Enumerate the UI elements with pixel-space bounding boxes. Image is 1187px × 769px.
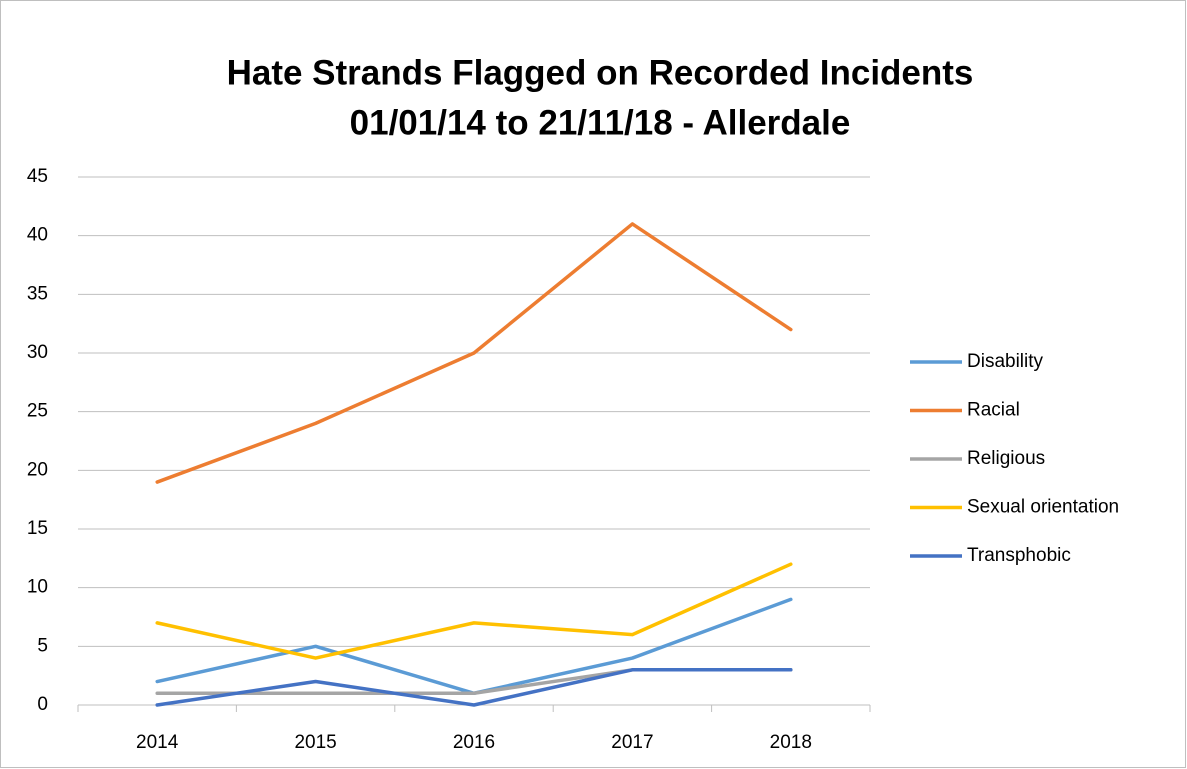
y-tick-label: 45: [27, 166, 48, 187]
series-line: [155, 562, 793, 660]
y-tick-label: 10: [27, 577, 48, 598]
chart-title: 01/01/14 to 21/11/18 - Allerdale: [350, 103, 851, 142]
y-tick-label: 35: [27, 283, 48, 304]
legend-label: Racial: [967, 400, 1020, 421]
series-line: [155, 668, 793, 707]
y-tick-label: 25: [27, 401, 48, 422]
y-tick-label: 20: [27, 459, 48, 480]
legend-label: Disability: [967, 351, 1044, 372]
x-tick-label: 2014: [136, 732, 179, 753]
legend-label: Sexual orientation: [967, 497, 1119, 518]
x-tick-label: 2016: [453, 732, 495, 753]
legend-label: Religious: [967, 448, 1045, 469]
chart-title: Hate Strands Flagged on Recorded Inciden…: [227, 53, 974, 92]
y-tick-label: 40: [27, 225, 48, 246]
y-tick-label: 30: [27, 342, 48, 363]
x-tick-label: 2015: [294, 732, 336, 753]
series-line: [155, 222, 793, 484]
x-tick-label: 2018: [770, 732, 812, 753]
y-tick-label: 15: [27, 518, 48, 539]
legend-label: Transphobic: [967, 545, 1071, 566]
x-tick-label: 2017: [611, 732, 653, 753]
y-tick-label: 0: [37, 694, 48, 715]
y-tick-label: 5: [37, 635, 48, 656]
